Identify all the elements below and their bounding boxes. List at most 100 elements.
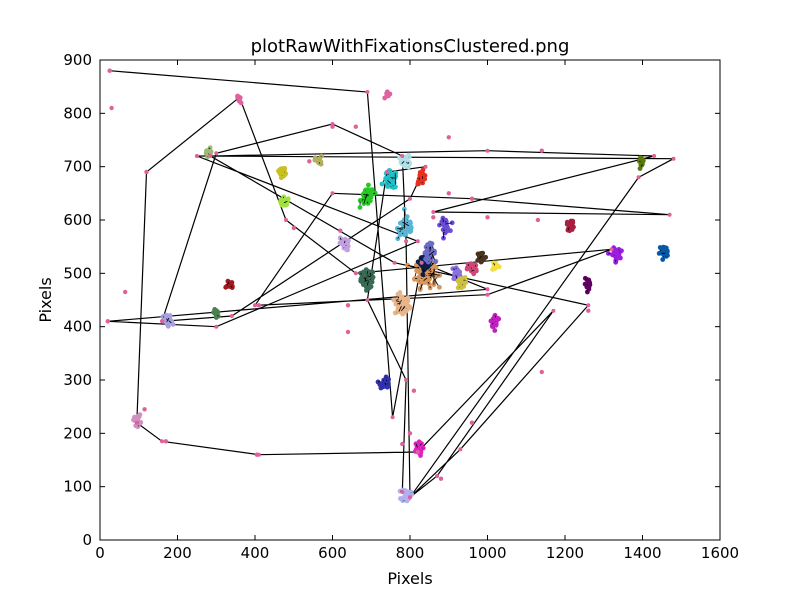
fixation-point xyxy=(385,90,390,96)
fixation-point xyxy=(656,251,662,256)
scanpath-line xyxy=(107,70,674,499)
raw-point xyxy=(652,154,657,158)
fixation-point xyxy=(478,251,484,256)
fixation-point xyxy=(164,319,170,325)
raw-point xyxy=(160,319,164,324)
raw-point xyxy=(400,154,405,158)
raw-point xyxy=(105,319,110,324)
fixation-cluster xyxy=(564,218,576,234)
fixation-point xyxy=(473,267,479,272)
fixation-point xyxy=(458,279,464,285)
raw-point xyxy=(107,68,112,73)
raw-point xyxy=(470,196,474,201)
y-tick-label: 400 xyxy=(63,318,92,336)
fixation-point xyxy=(170,322,176,327)
raw-point xyxy=(194,154,199,158)
y-tick-label: 700 xyxy=(63,158,92,176)
fixation-point xyxy=(490,324,495,329)
fixation-point xyxy=(420,272,426,277)
y-tick-label: 900 xyxy=(63,51,92,69)
fixation-point xyxy=(279,170,285,176)
raw-point xyxy=(458,447,463,452)
y-tick-label: 600 xyxy=(63,211,92,229)
fixation-point xyxy=(402,228,407,234)
raw-point xyxy=(256,303,262,308)
raw-point xyxy=(284,218,288,222)
x-tick-label: 400 xyxy=(241,544,270,562)
raw-point xyxy=(419,260,424,265)
x-tick-label: 1600 xyxy=(701,544,739,562)
fixation-point xyxy=(420,176,425,182)
y-tick-label: 500 xyxy=(63,264,92,282)
raw-point xyxy=(446,135,451,140)
fixation-point xyxy=(205,148,211,154)
fixation-point xyxy=(660,257,666,262)
raw-point xyxy=(142,407,147,412)
fixation-point xyxy=(393,184,398,190)
raw-point xyxy=(256,452,261,457)
raw-point xyxy=(404,378,409,382)
fixation-point xyxy=(278,197,284,203)
fixation-point xyxy=(566,222,572,227)
raw-point xyxy=(390,415,395,420)
raw-point xyxy=(160,439,164,444)
fixation-point xyxy=(565,227,571,233)
fixation-point xyxy=(378,385,384,391)
raw-point xyxy=(411,388,417,393)
fixation-cluster xyxy=(394,206,414,242)
raw-point xyxy=(400,441,405,447)
fixation-point xyxy=(637,166,643,172)
fixation-point xyxy=(444,228,450,234)
fixation-point xyxy=(408,224,414,230)
fixation-point xyxy=(424,247,430,253)
fixation-point xyxy=(606,251,611,256)
fixation-point xyxy=(400,219,405,225)
fixation-cluster xyxy=(337,235,351,253)
fixation-point xyxy=(569,225,575,231)
fixation-cluster xyxy=(464,261,479,277)
fixation-point xyxy=(383,175,389,181)
raw-point xyxy=(404,239,409,244)
raw-point xyxy=(307,159,312,164)
raw-point xyxy=(636,175,641,180)
x-tick-label: 1200 xyxy=(546,544,584,562)
fixation-point xyxy=(494,317,500,322)
y-tick-label: 300 xyxy=(63,371,92,389)
raw-point xyxy=(330,122,335,126)
raw-point xyxy=(253,303,257,308)
fixation-cluster xyxy=(582,275,593,295)
raw-point xyxy=(535,217,541,223)
fixation-cluster xyxy=(160,312,176,329)
raw-point xyxy=(134,420,139,425)
fixation-cluster xyxy=(455,275,469,291)
fixation-cluster xyxy=(475,250,489,265)
fixation-point xyxy=(440,222,446,227)
raw-point xyxy=(539,369,544,375)
fixation-point xyxy=(418,255,424,261)
x-tick-label: 0 xyxy=(95,544,105,562)
fixation-point xyxy=(392,175,398,181)
fixation-point xyxy=(488,318,494,324)
fixation-point xyxy=(366,182,371,188)
fixation-point xyxy=(478,259,484,265)
fixation-cluster xyxy=(382,89,393,101)
raw-point xyxy=(365,298,370,302)
fixation-cluster xyxy=(276,166,289,181)
x-tick-label: 200 xyxy=(163,544,192,562)
raw-point xyxy=(384,170,389,174)
fixation-point xyxy=(469,262,474,268)
fixation-cluster xyxy=(375,374,391,391)
raw-point xyxy=(423,164,428,169)
y-axis-label: Pixels xyxy=(36,277,55,322)
raw-point xyxy=(338,228,343,233)
fixation-point xyxy=(370,274,376,280)
y-tick-label: 0 xyxy=(82,531,92,549)
raw-point xyxy=(485,215,490,220)
raw-point xyxy=(431,215,436,220)
raw-point xyxy=(539,148,544,153)
raw-point xyxy=(446,191,451,196)
raw-point xyxy=(392,260,397,265)
raw-point xyxy=(123,289,128,295)
